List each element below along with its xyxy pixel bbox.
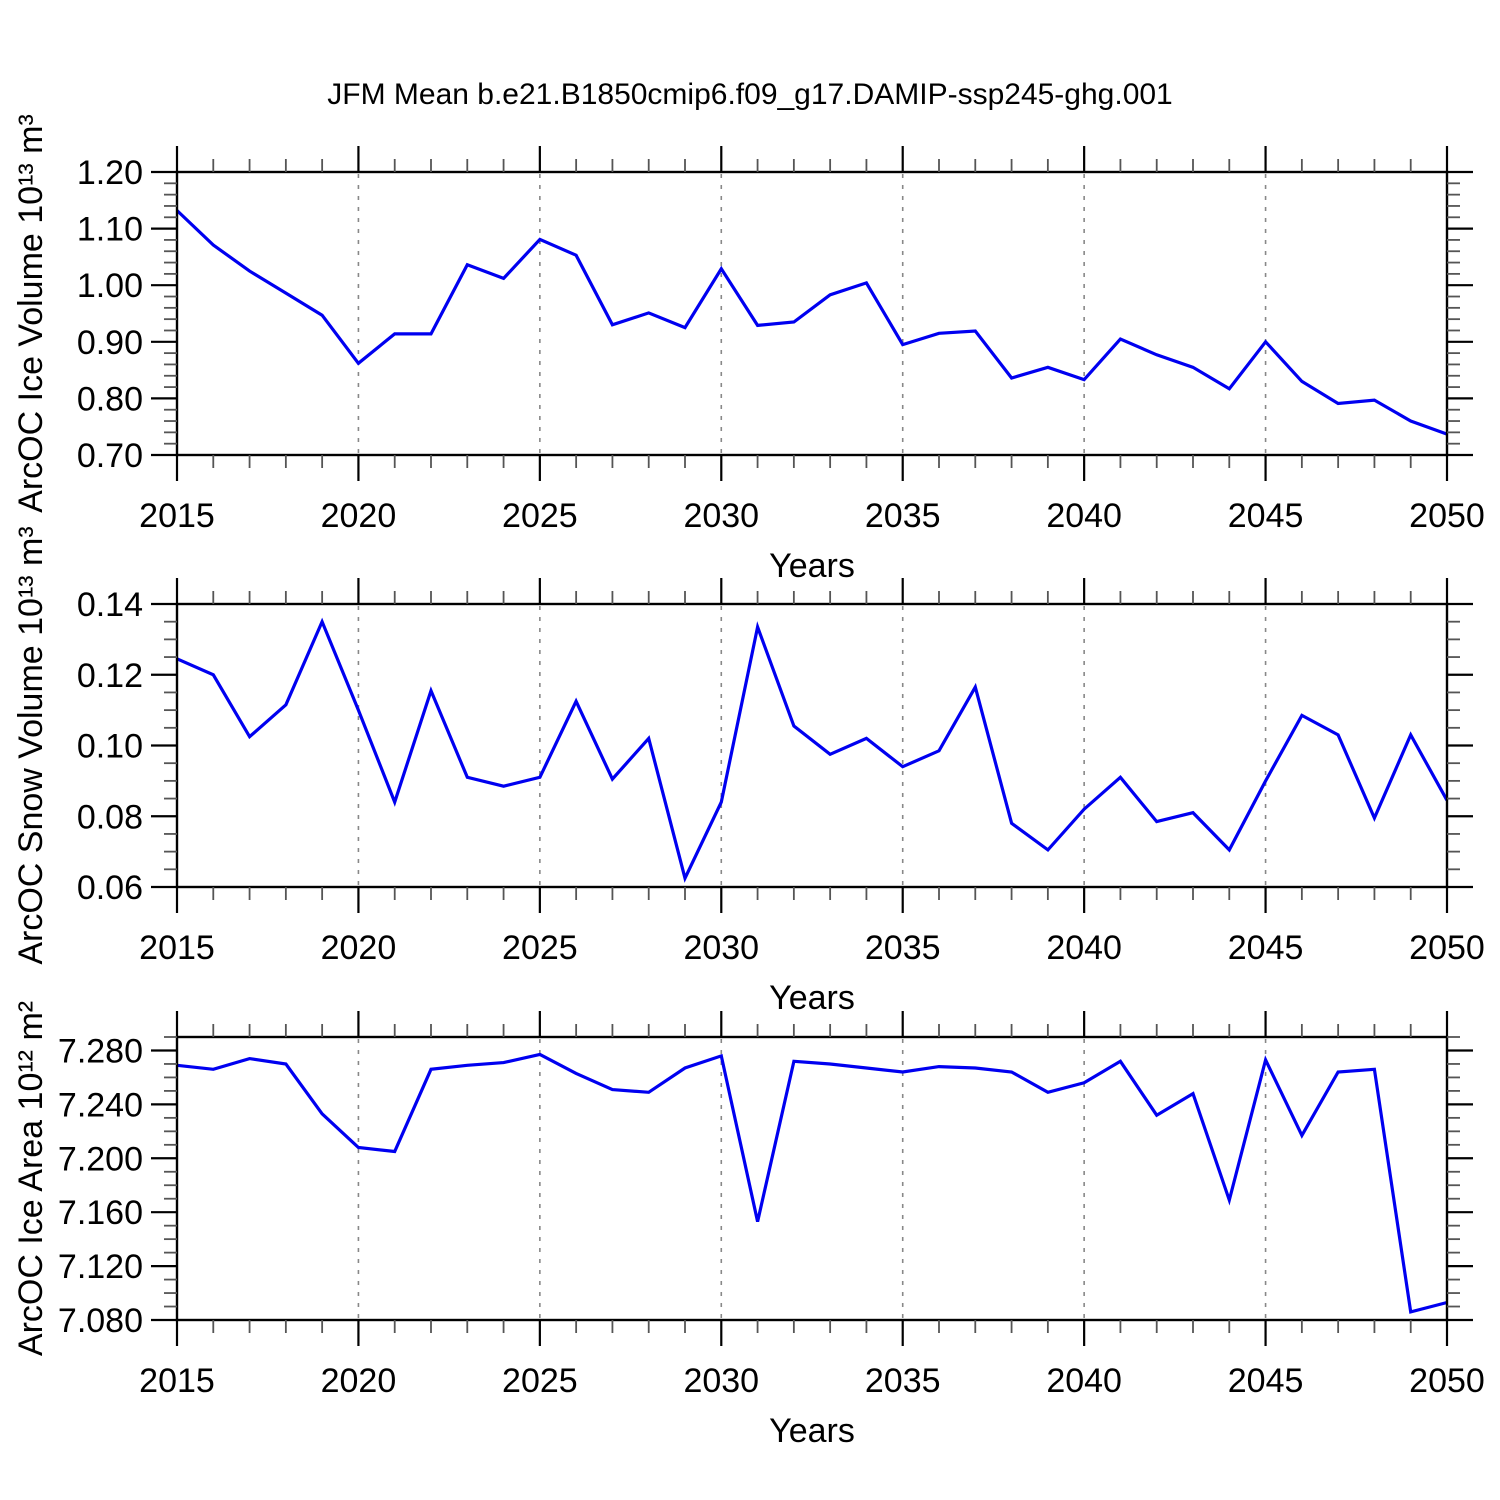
x-tick-label: 2040 [1046,1362,1122,1400]
chart-ice-volume: 0.70 0.80 0.90 1.00 1.10 1.20 2015 2020 2025 2030… [12,114,1485,585]
x-tick-label: 2045 [1228,497,1304,535]
y-tick-label: 0.14 [77,586,143,624]
x-tick-label: 2015 [139,497,215,535]
y-tick-label: 0.12 [77,657,143,695]
chart-snow-volume: 0.06 0.08 0.10 0.12 0.14 2015 2020 2025 2030 2035… [12,526,1485,1017]
x-tick-label: 2040 [1046,929,1122,967]
plot-frame [175,1035,1449,1322]
x-axis-title: Years [769,547,855,585]
x-tick-label: 2045 [1228,1362,1304,1400]
y-axis-title: ArcOC Ice Area 10¹² m² [12,1001,50,1356]
y-tick-label: 7.280 [58,1032,143,1070]
x-axis-title: Years [769,1412,855,1450]
y-tick-label: 0.70 [77,437,143,475]
y-tick-label: 0.08 [77,798,143,836]
x-tick-label: 2035 [865,1362,941,1400]
data-line-snow-volume [176,617,1449,883]
chart-ice-area: 7.080 7.120 7.160 7.200 7.240 7.280 2015 2020 20… [12,1001,1485,1450]
x-tick-label: 2035 [865,497,941,535]
x-tick-label: 2015 [139,1362,215,1400]
plot-frame [175,602,1449,889]
data-line-ice-volume [175,209,1448,436]
y-tick-label: 0.90 [77,324,143,362]
x-tick-label: 2050 [1409,929,1485,967]
x-tick-label: 2015 [139,929,215,967]
x-tick-label: 2025 [502,1362,578,1400]
x-tick-label: 2030 [683,1362,759,1400]
x-tick-label: 2025 [502,497,578,535]
x-tick-label: 2020 [321,1362,397,1400]
x-axis-title: Years [769,979,855,1017]
plot-frame [175,170,1449,457]
y-axis-title: ArcOC Snow Volume 10¹³ m³ [12,526,50,964]
x-tick-label: 2035 [865,929,941,967]
figure-title: JFM Mean b.e21.B1850cmip6.f09_g17.DAMIP-… [327,78,1173,111]
x-tick-label: 2045 [1228,929,1304,967]
y-tick-label: 0.80 [77,380,143,418]
x-tick-label: 2030 [683,497,759,535]
data-line-ice-area [176,1052,1448,1314]
x-tick-label: 2025 [502,929,578,967]
y-tick-label: 7.080 [58,1302,143,1340]
x-tick-label: 2050 [1409,1362,1485,1400]
y-tick-label: 1.00 [77,267,143,305]
y-tick-label: 7.240 [58,1086,143,1124]
y-tick-label: 1.10 [77,211,143,249]
y-tick-label: 7.200 [58,1140,143,1178]
y-tick-label: 0.06 [77,869,143,907]
x-tick-label: 2050 [1409,497,1485,535]
y-tick-label: 7.120 [58,1248,143,1286]
x-tick-label: 2040 [1046,497,1122,535]
x-tick-label: 2020 [321,929,397,967]
y-tick-label: 0.10 [77,728,143,766]
y-tick-label: 1.20 [77,154,143,192]
x-tick-label: 2030 [683,929,759,967]
y-tick-label: 7.160 [58,1194,143,1232]
x-tick-label: 2020 [321,497,397,535]
y-axis-title: ArcOC Ice Volume 10¹³ m³ [12,114,50,513]
